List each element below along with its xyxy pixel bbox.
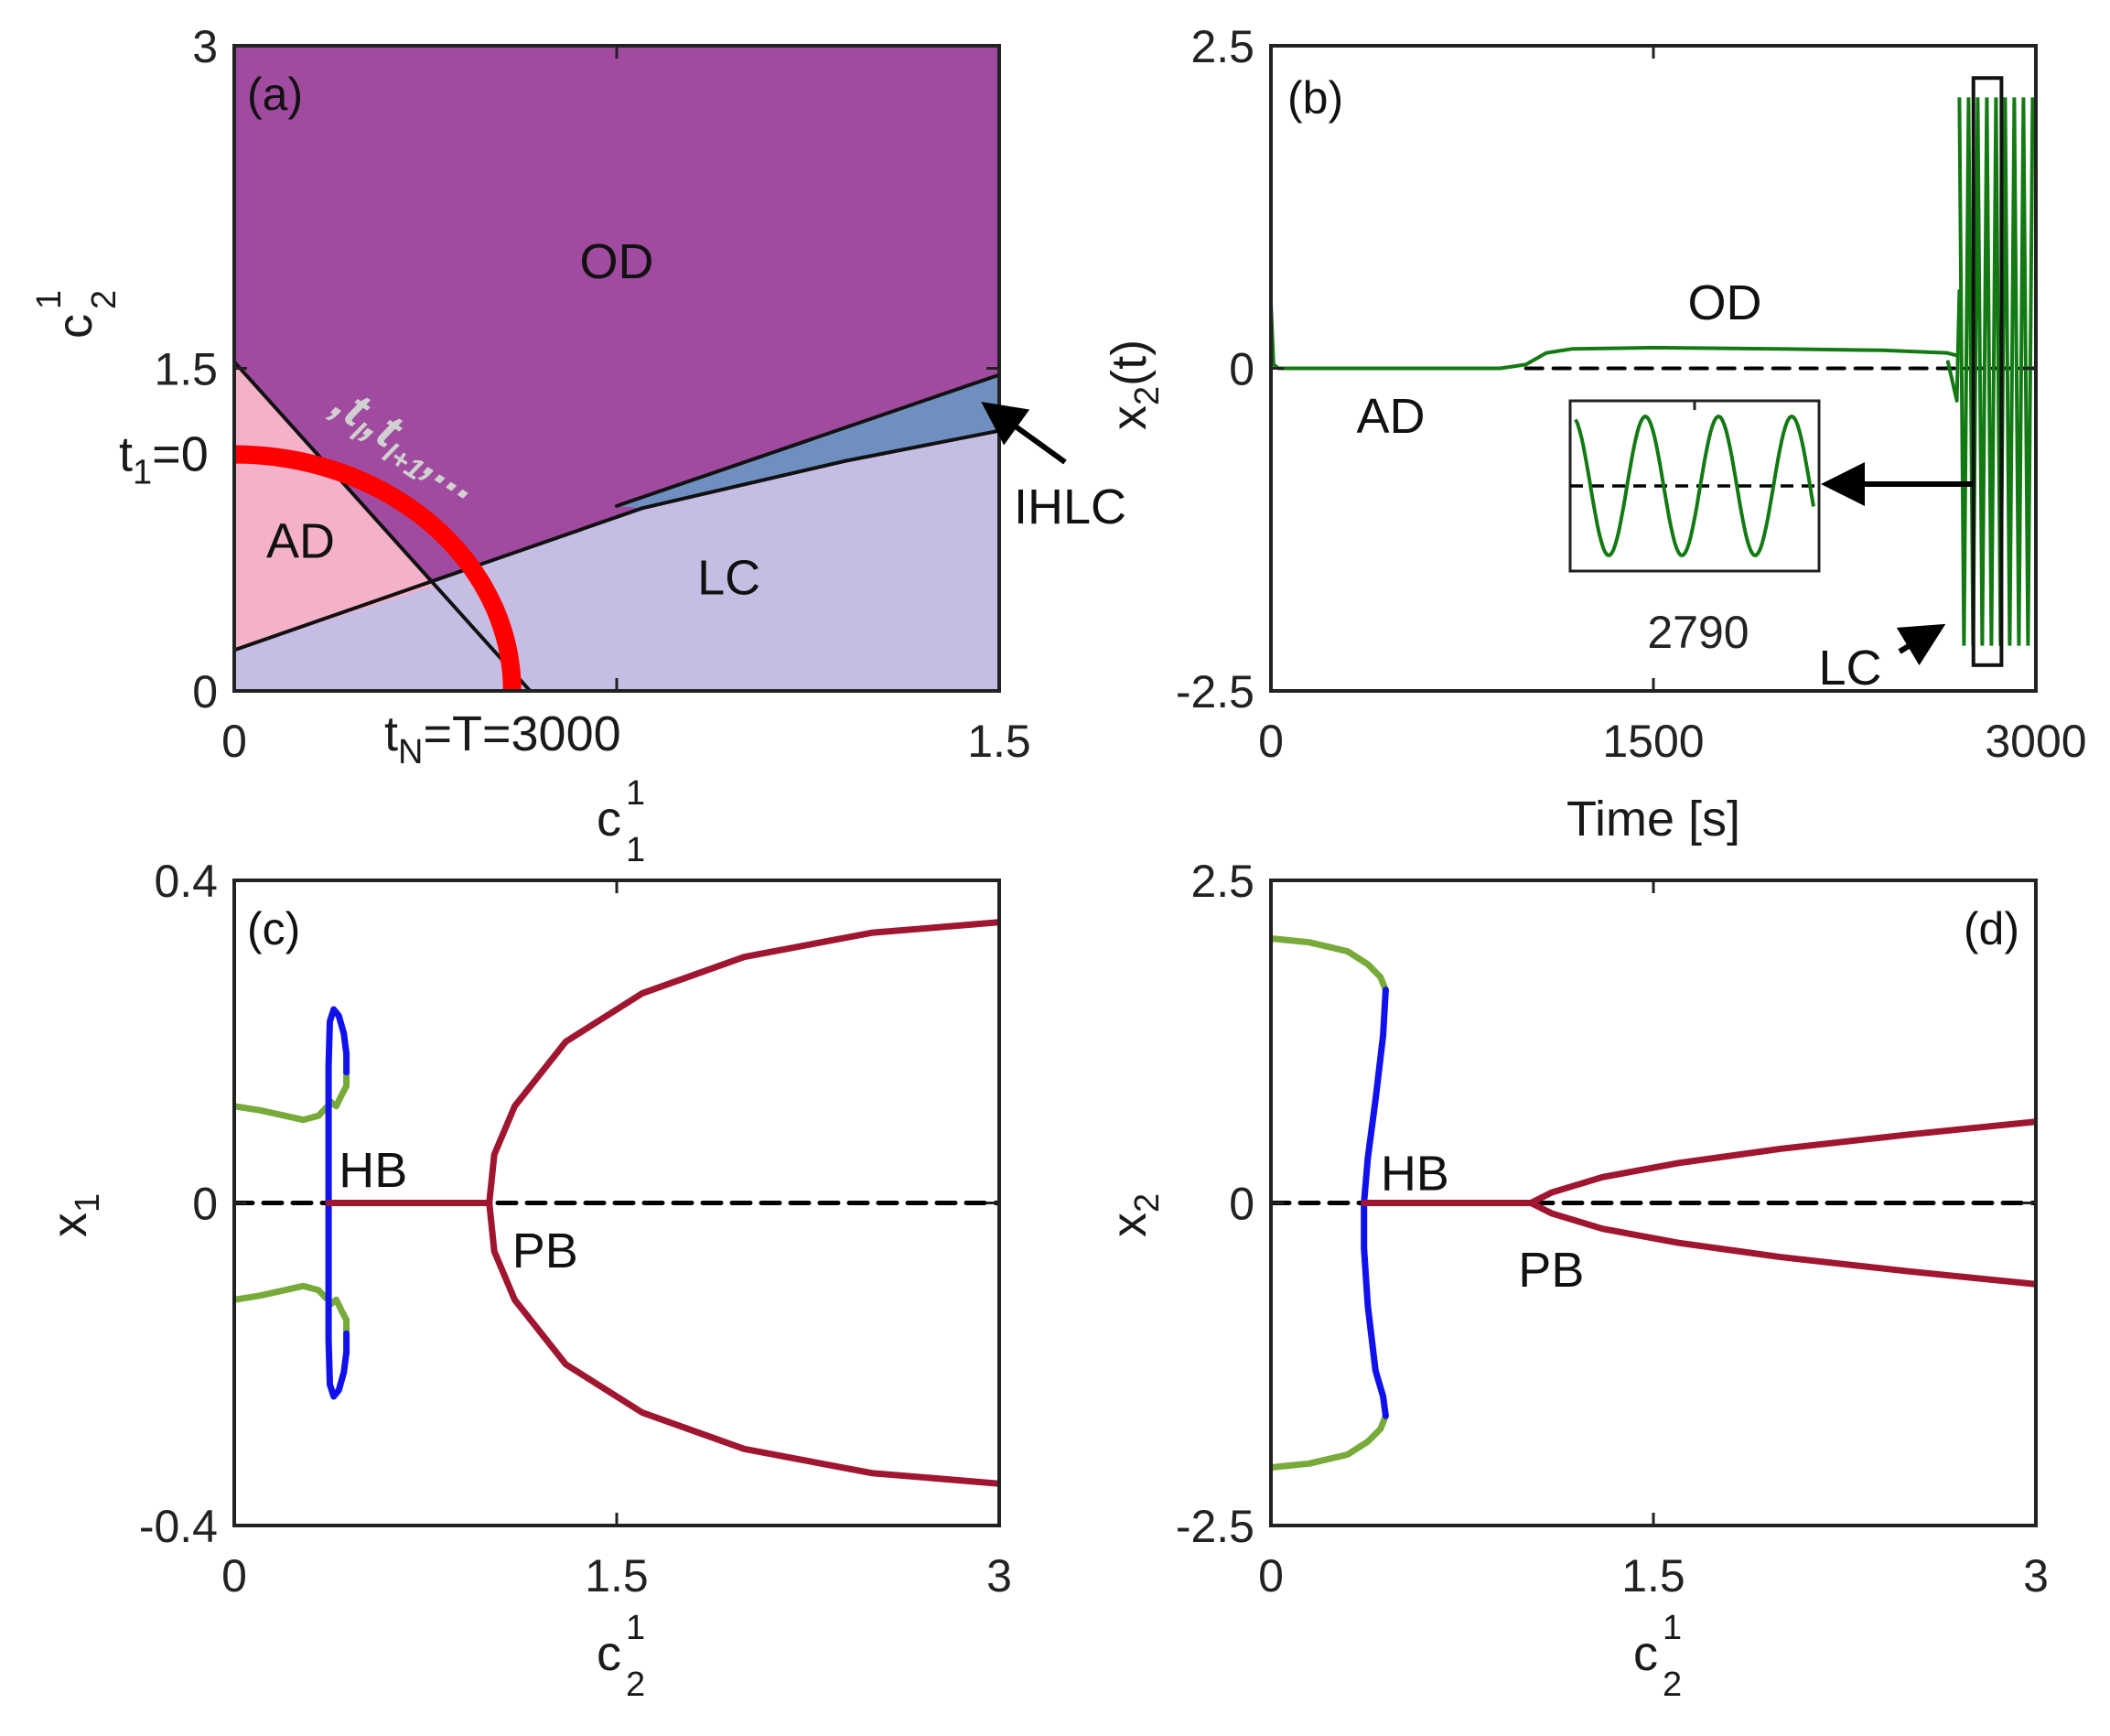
ihlc-boundary-line <box>615 372 999 508</box>
x-tick-label: 1.5 <box>1621 1550 1685 1601</box>
path-end-label: tN=T=3000 <box>384 706 621 771</box>
parameter-path-red <box>234 445 522 691</box>
lc-arrow <box>1896 623 1946 666</box>
y-axis-label: x1 <box>42 1193 107 1237</box>
branch-green-lower <box>1271 1412 1389 1471</box>
region-label-lc-arrow-text: LC <box>1818 641 1881 695</box>
x-tick-label: 3 <box>986 1550 1012 1601</box>
ihlc-arrow <box>981 401 1067 465</box>
branch-blue-lower <box>325 1200 350 1400</box>
y-tick-label: -2.5 <box>1176 666 1254 717</box>
plot-area-a <box>234 46 999 691</box>
x-tick-label: 1.5 <box>967 716 1031 767</box>
y-tick-label: 0 <box>1229 1179 1254 1230</box>
x-axis-label: c <box>597 792 621 846</box>
x-tick-label: 0 <box>221 716 247 767</box>
branch-green-lower <box>234 1282 329 1303</box>
panel-a: 0 1.501.53ODADLC(a),tl,tl+1,...t1=0tN=T=3… <box>30 21 1126 869</box>
x-tick-label: 3 <box>2023 1550 2049 1601</box>
x-axis-label-subscript: 2 <box>1663 1666 1682 1704</box>
inset-frame <box>1568 399 1821 573</box>
x-axis-label-superscript: 1 <box>626 1609 645 1647</box>
region-label-ad: AD <box>1356 389 1425 444</box>
annotation-pb: PB <box>512 1224 578 1278</box>
region-label-ad: AD <box>266 513 335 568</box>
panel-label-a: (a) <box>247 69 303 120</box>
panel-label-c: (c) <box>247 903 300 954</box>
ad-boundary-line <box>234 360 533 691</box>
y-tick-label: -0.4 <box>139 1501 218 1552</box>
lc-boundary-line <box>234 428 999 652</box>
x-axis-label-superscript: 1 <box>1663 1609 1682 1647</box>
y-tick-label: 2.5 <box>1190 856 1254 907</box>
y-axis-label: x2 <box>1102 1193 1167 1237</box>
branch-blue-upper <box>325 1006 350 1206</box>
x-tick-label: 0 <box>1258 716 1284 767</box>
y-tick-label: 3 <box>192 21 218 72</box>
panel-label-d: (d) <box>1964 903 2019 954</box>
x-axis-label-superscript: 1 <box>626 774 645 813</box>
y-tick-label: 0 <box>192 1179 218 1230</box>
y-tick-label: 1.5 <box>154 344 218 395</box>
region-ad-fill <box>234 361 436 651</box>
branch-red-lower <box>1527 1200 2036 1288</box>
plot-area-d <box>1271 935 2036 1471</box>
region-label-od: OD <box>1688 275 1762 330</box>
plot-area-c <box>234 919 999 1487</box>
region-label-lc: LC <box>697 550 760 605</box>
panel-label-b: (b) <box>1287 72 1343 124</box>
inset-oscillation <box>1574 414 1815 558</box>
x-axis-label-subscript: 1 <box>626 831 645 869</box>
y-tick-label: 0.4 <box>154 856 218 907</box>
y-axis-label-text: x1 <box>42 1193 107 1237</box>
x-axis-label: c <box>597 1626 621 1681</box>
y-axis-label-superscript: 1 <box>30 290 69 309</box>
branch-red-upper <box>486 919 999 1206</box>
y-axis-label-subscript: 2 <box>85 290 124 309</box>
y-tick-label: 0 <box>192 666 218 717</box>
y-tick-label: -2.5 <box>1176 1501 1254 1552</box>
x-tick-label: 3000 <box>1985 716 2086 767</box>
y-axis-label-text: x2 <box>1102 1193 1167 1237</box>
ihlc-annotation-label: IHLC <box>1014 480 1126 534</box>
y-axis-label-text: c <box>48 314 102 339</box>
x-axis-label-subscript: 2 <box>626 1666 645 1704</box>
branch-green-upper <box>234 1103 329 1124</box>
x-tick-label: 0 <box>221 1550 247 1601</box>
annotation-hb: HB <box>1381 1146 1449 1201</box>
branch-red-lower <box>486 1200 999 1487</box>
annotation-hb: HB <box>339 1143 407 1198</box>
oscillation-trace <box>1957 97 2035 646</box>
x-tick-label: 1500 <box>1602 716 1704 767</box>
annotation-pb: PB <box>1518 1243 1584 1298</box>
region-lc-fill <box>234 430 999 691</box>
branch-green-upper <box>1271 935 1389 994</box>
branch-red-upper <box>1527 1118 2036 1206</box>
region-label-od: OD <box>580 234 654 289</box>
x-tick-label: 0 <box>1258 1550 1284 1601</box>
y-axis-label-text: x2(t) <box>1102 340 1167 430</box>
x-tick-label: 1.5 <box>585 1550 649 1601</box>
y-tick-label: 0 <box>1229 344 1254 395</box>
x-axis-label: Time [s] <box>1566 792 1740 846</box>
inset-tick-label: 2790 <box>1647 607 1749 658</box>
x-axis-label: c <box>1633 1626 1658 1681</box>
oscillation-onset <box>1945 288 1962 403</box>
time-series-x2 <box>1271 302 1959 371</box>
y-tick-label: 2.5 <box>1190 21 1254 72</box>
y-axis-label: x2(t) <box>1102 340 1167 430</box>
y-axis-label: c 1 2 <box>30 290 124 339</box>
path-start-label: t1=0 <box>119 427 209 492</box>
branch-blue <box>1361 987 1389 1419</box>
zoom-box <box>1971 76 2004 667</box>
